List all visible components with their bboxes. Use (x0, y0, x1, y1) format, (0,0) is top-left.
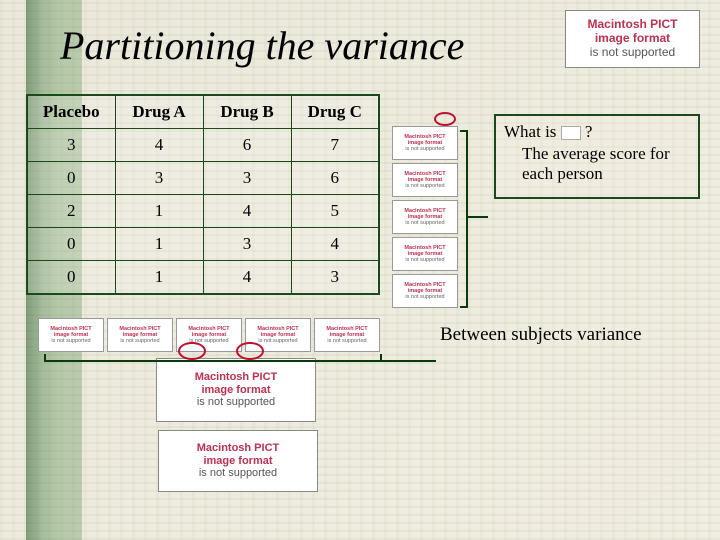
highlight-circle-icon (236, 342, 264, 360)
brace-line (460, 306, 468, 308)
col-drug-b: Drug B (203, 95, 291, 129)
table-row: 0 1 4 3 (27, 261, 379, 295)
pict-line3: is not supported (590, 46, 675, 60)
answer-text: The average score for each person (522, 144, 690, 184)
pict-cell: Macintosh PICTimage formatis not support… (38, 318, 104, 352)
pict-cell: Macintosh PICTimage formatis not support… (392, 200, 458, 234)
pict-cell: Macintosh PICTimage formatis not support… (392, 237, 458, 271)
pict-row-bottom: Macintosh PICTimage formatis not support… (38, 318, 380, 352)
pict-column-right: Macintosh PICTimage formatis not support… (392, 126, 458, 308)
table-row: 2 1 4 5 (27, 195, 379, 228)
question-prefix: What is (504, 122, 561, 141)
table-row: 0 1 3 4 (27, 228, 379, 261)
pict-badge-low: Macintosh PICT image format is not suppo… (158, 430, 318, 492)
highlight-circle-icon (178, 342, 206, 360)
pict-badge-top: Macintosh PICT image format is not suppo… (565, 10, 700, 68)
pict-line1: Macintosh PICT (587, 18, 677, 32)
page-title: Partitioning the variance (60, 22, 464, 69)
pict-cell: Macintosh PICTimage formatis not support… (392, 126, 458, 160)
question-suffix: ? (581, 122, 593, 141)
connector-line (380, 360, 436, 362)
col-drug-a: Drug A (115, 95, 203, 129)
table-row: 3 4 6 7 (27, 129, 379, 162)
table-row: 0 3 3 6 (27, 162, 379, 195)
table-body: 3 4 6 7 0 3 3 6 2 1 4 5 0 1 3 4 0 1 4 3 (27, 129, 379, 295)
table-header-row: Placebo Drug A Drug B Drug C (27, 95, 379, 129)
brace-line (466, 130, 468, 306)
pict-line2: image format (595, 32, 670, 46)
col-drug-c: Drug C (291, 95, 379, 129)
pict-cell: Macintosh PICTimage formatis not support… (392, 163, 458, 197)
pict-badge-mid: Macintosh PICT image format is not suppo… (156, 358, 316, 422)
drug-data-table: Placebo Drug A Drug B Drug C 3 4 6 7 0 3… (26, 94, 380, 295)
highlight-circle-icon (434, 112, 456, 126)
explanation-box: What is ? The average score for each per… (494, 114, 700, 199)
brace-line (44, 354, 46, 362)
col-placebo: Placebo (27, 95, 115, 129)
brace-line (460, 130, 468, 132)
caption-text: Between subjects variance (440, 324, 642, 346)
pict-cell: Macintosh PICTimage formatis not support… (314, 318, 380, 352)
brace-line (466, 216, 488, 218)
pict-mini-icon (561, 126, 581, 140)
pict-cell: Macintosh PICTimage formatis not support… (392, 274, 458, 308)
pict-cell: Macintosh PICTimage formatis not support… (107, 318, 173, 352)
brace-line (44, 360, 380, 362)
